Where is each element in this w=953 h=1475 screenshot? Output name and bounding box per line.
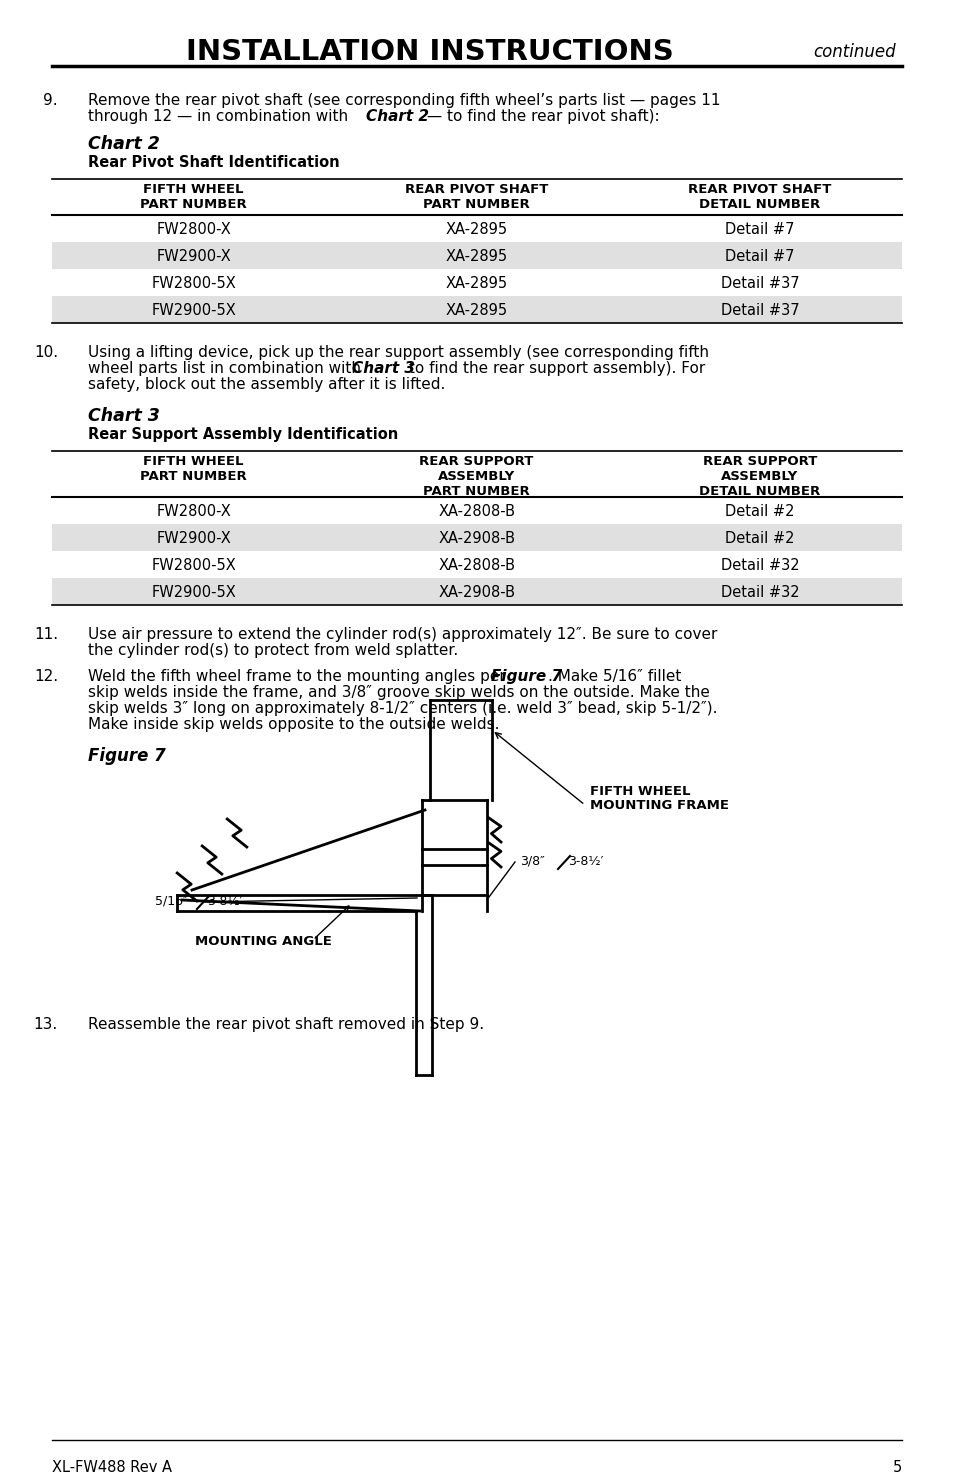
- Text: INSTALLATION INSTRUCTIONS: INSTALLATION INSTRUCTIONS: [186, 38, 673, 66]
- Text: Make inside skip welds opposite to the outside welds.: Make inside skip welds opposite to the o…: [88, 717, 499, 732]
- Text: Detail #37: Detail #37: [720, 276, 799, 291]
- Bar: [52, 578, 901, 605]
- Text: MOUNTING ANGLE: MOUNTING ANGLE: [194, 935, 332, 948]
- Bar: [52, 296, 901, 323]
- Text: MOUNTING FRAME: MOUNTING FRAME: [589, 799, 728, 813]
- Text: XA-2895: XA-2895: [445, 302, 507, 319]
- Text: 13.: 13.: [33, 1016, 58, 1032]
- Text: FIFTH WHEEL: FIFTH WHEEL: [589, 785, 690, 798]
- Text: Use air pressure to extend the cylinder rod(s) approximately 12″. Be sure to cov: Use air pressure to extend the cylinder …: [88, 627, 717, 642]
- Text: XA-2908-B: XA-2908-B: [437, 531, 515, 546]
- Text: 5: 5: [892, 1460, 901, 1475]
- Text: FIFTH WHEEL
PART NUMBER: FIFTH WHEEL PART NUMBER: [140, 183, 247, 211]
- Text: REAR PIVOT SHAFT
DETAIL NUMBER: REAR PIVOT SHAFT DETAIL NUMBER: [688, 183, 831, 211]
- Text: Reassemble the rear pivot shaft removed in Step 9.: Reassemble the rear pivot shaft removed …: [88, 1016, 483, 1032]
- Text: Remove the rear pivot shaft (see corresponding fifth wheel’s parts list — pages : Remove the rear pivot shaft (see corresp…: [88, 93, 720, 108]
- Text: Using a lifting device, pick up the rear support assembly (see corresponding fif: Using a lifting device, pick up the rear…: [88, 345, 708, 360]
- Text: Rear Support Assembly Identification: Rear Support Assembly Identification: [88, 426, 397, 442]
- Text: FW2800-X: FW2800-X: [156, 504, 231, 519]
- Text: XA-2908-B: XA-2908-B: [437, 586, 515, 600]
- Bar: [52, 215, 901, 242]
- Text: skip welds 3″ long on approximately 8-1/2″ centers (i.e. weld 3″ bead, skip 5-1/: skip welds 3″ long on approximately 8-1/…: [88, 701, 717, 715]
- Text: FW2900-X: FW2900-X: [156, 531, 231, 546]
- Text: FW2800-5X: FW2800-5X: [151, 558, 235, 572]
- Text: 12.: 12.: [34, 670, 58, 684]
- Text: continued: continued: [813, 43, 895, 60]
- Text: 3-8½′: 3-8½′: [567, 855, 603, 867]
- Text: Figure 7: Figure 7: [88, 746, 166, 766]
- Text: wheel parts list in combination with: wheel parts list in combination with: [88, 361, 366, 376]
- Text: 5/16″: 5/16″: [154, 895, 188, 909]
- Text: Detail #2: Detail #2: [724, 531, 794, 546]
- Text: Chart 2: Chart 2: [88, 136, 160, 153]
- Text: REAR SUPPORT
ASSEMBLY
PART NUMBER: REAR SUPPORT ASSEMBLY PART NUMBER: [419, 454, 533, 499]
- Text: skip welds inside the frame, and 3/8″ groove skip welds on the outside. Make the: skip welds inside the frame, and 3/8″ gr…: [88, 684, 709, 701]
- Bar: [52, 497, 901, 524]
- Text: Rear Pivot Shaft Identification: Rear Pivot Shaft Identification: [88, 155, 339, 170]
- Bar: [52, 524, 901, 552]
- Text: 11.: 11.: [34, 627, 58, 642]
- Text: Chart 3: Chart 3: [88, 407, 160, 425]
- Text: Detail #32: Detail #32: [720, 586, 799, 600]
- Text: through 12 — in combination with: through 12 — in combination with: [88, 109, 353, 124]
- Text: Chart 3: Chart 3: [352, 361, 415, 376]
- Text: FW2900-X: FW2900-X: [156, 249, 231, 264]
- Text: FW2800-X: FW2800-X: [156, 223, 231, 237]
- Text: Detail #7: Detail #7: [724, 249, 794, 264]
- Bar: [52, 268, 901, 296]
- Bar: [52, 242, 901, 268]
- Text: REAR PIVOT SHAFT
PART NUMBER: REAR PIVOT SHAFT PART NUMBER: [404, 183, 548, 211]
- Text: Detail #7: Detail #7: [724, 223, 794, 237]
- Text: Detail #2: Detail #2: [724, 504, 794, 519]
- Text: Chart 2: Chart 2: [366, 109, 429, 124]
- Text: Detail #32: Detail #32: [720, 558, 799, 572]
- Text: FIFTH WHEEL
PART NUMBER: FIFTH WHEEL PART NUMBER: [140, 454, 247, 482]
- Text: FW2900-5X: FW2900-5X: [151, 586, 235, 600]
- Text: safety, block out the assembly after it is lifted.: safety, block out the assembly after it …: [88, 378, 445, 392]
- Text: XL-FW488 Rev A: XL-FW488 Rev A: [52, 1460, 172, 1475]
- Text: FW2900-5X: FW2900-5X: [151, 302, 235, 319]
- Text: REAR SUPPORT
ASSEMBLY
DETAIL NUMBER: REAR SUPPORT ASSEMBLY DETAIL NUMBER: [699, 454, 820, 499]
- Text: XA-2895: XA-2895: [445, 249, 507, 264]
- Text: XA-2808-B: XA-2808-B: [437, 558, 515, 572]
- Text: XA-2895: XA-2895: [445, 223, 507, 237]
- Text: the cylinder rod(s) to protect from weld splatter.: the cylinder rod(s) to protect from weld…: [88, 643, 457, 658]
- Text: Detail #37: Detail #37: [720, 302, 799, 319]
- Text: Figure 7: Figure 7: [491, 670, 561, 684]
- Text: XA-2808-B: XA-2808-B: [437, 504, 515, 519]
- Text: — to find the rear pivot shaft):: — to find the rear pivot shaft):: [421, 109, 659, 124]
- Text: Weld the fifth wheel frame to the mounting angles per: Weld the fifth wheel frame to the mounti…: [88, 670, 510, 684]
- Text: 10.: 10.: [34, 345, 58, 360]
- Text: XA-2895: XA-2895: [445, 276, 507, 291]
- Text: 3/8″: 3/8″: [519, 855, 544, 867]
- Text: FW2800-5X: FW2800-5X: [151, 276, 235, 291]
- Text: . Make 5/16″ fillet: . Make 5/16″ fillet: [547, 670, 680, 684]
- Text: 9.: 9.: [43, 93, 58, 108]
- Bar: [52, 552, 901, 578]
- Text: to find the rear support assembly). For: to find the rear support assembly). For: [403, 361, 704, 376]
- Text: 3-8½′: 3-8½′: [207, 895, 242, 909]
